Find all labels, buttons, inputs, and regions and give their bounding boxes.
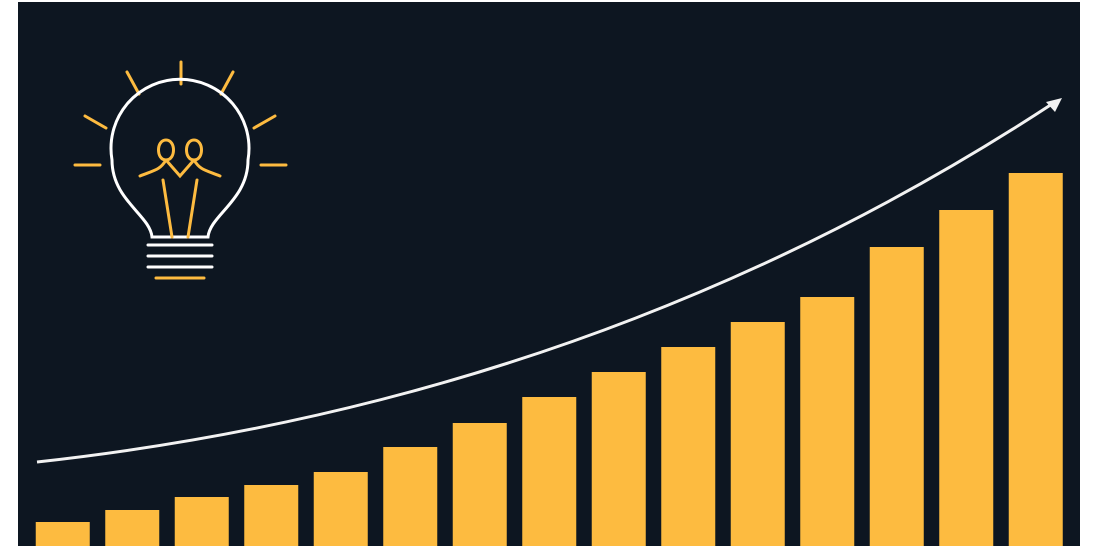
bar [313,472,368,546]
bar [174,497,229,546]
bar [800,297,855,546]
bar [452,423,507,546]
bar [244,485,299,546]
bar [35,522,90,546]
bulb-base [146,243,214,269]
bulb-glass [109,77,251,239]
light-rays [73,60,288,167]
bar [383,447,438,546]
bar [591,372,646,546]
filament [138,138,222,239]
bar [105,510,160,546]
bar [661,347,716,546]
bar [939,210,994,546]
arrow-head [1046,98,1062,112]
bar [869,247,924,546]
lightbulb [73,60,288,280]
trend-arrow [36,102,1053,464]
bar [730,322,785,546]
bar [522,397,577,546]
bar [1008,173,1063,546]
